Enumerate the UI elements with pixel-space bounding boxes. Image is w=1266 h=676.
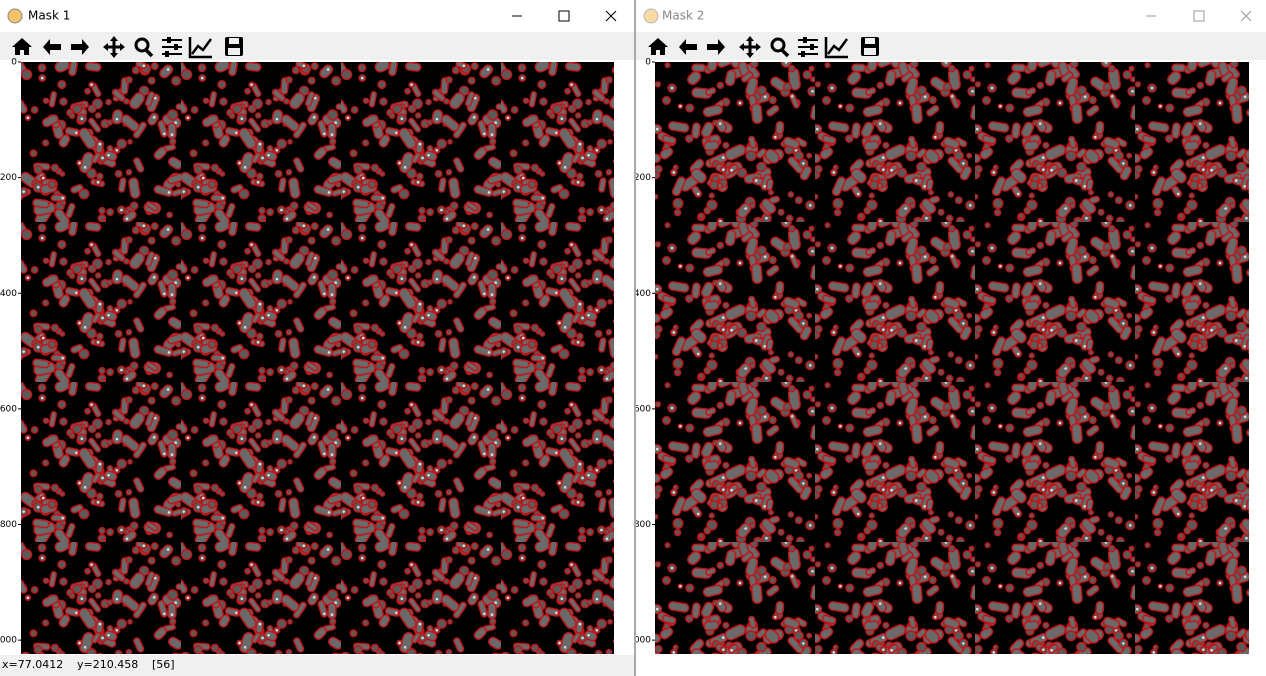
toolbar-button[interactable] xyxy=(43,39,61,55)
status-y: y=210.458 xyxy=(77,658,138,671)
close-button[interactable] xyxy=(605,10,617,22)
y-tick-label: 600 xyxy=(0,404,17,414)
toolbar-button[interactable] xyxy=(71,39,89,55)
window-title: Mask 1 xyxy=(28,9,70,23)
status-x: x=77.0412 xyxy=(2,658,63,671)
y-tick-label: 1000 xyxy=(0,636,17,646)
toolbar-button[interactable] xyxy=(648,38,668,55)
toolbar-button[interactable] xyxy=(12,38,32,55)
status-value: [56] xyxy=(152,658,175,671)
y-tick-label: 800 xyxy=(636,520,651,530)
toolbar-button[interactable] xyxy=(103,36,125,58)
y-tick-label: 800 xyxy=(0,520,17,530)
window: Mask 1 x=77.0412 y=210.458 [56] 0 200 400 6… xyxy=(0,0,634,676)
y-tick-label: 400 xyxy=(0,289,17,299)
window: Mask 2 0 200 400 600 800 1000 xyxy=(636,0,1266,676)
y-tick-label: 200 xyxy=(0,173,17,183)
y-tick-label: 0 xyxy=(645,58,651,68)
image-contours xyxy=(21,62,614,654)
app-icon xyxy=(7,8,23,24)
toolbar-button[interactable] xyxy=(144,48,154,58)
window-title: Mask 2 xyxy=(662,9,704,23)
toolbar-button[interactable] xyxy=(824,37,849,59)
status-bar xyxy=(0,655,634,676)
toolbar-button[interactable] xyxy=(739,36,761,58)
toolbar xyxy=(0,32,634,60)
y-tick-label: 600 xyxy=(636,404,651,414)
toolbar-button[interactable] xyxy=(707,39,725,55)
close-button[interactable] xyxy=(1240,10,1252,22)
y-tick-label: 200 xyxy=(636,173,651,183)
toolbar-button[interactable] xyxy=(188,37,213,59)
image-contours xyxy=(655,62,1249,654)
maximize-button[interactable] xyxy=(1193,10,1205,22)
app-icon xyxy=(643,8,659,24)
maximize-button[interactable] xyxy=(558,10,570,22)
y-tick-label: 0 xyxy=(11,58,17,68)
y-tick-label: 400 xyxy=(636,289,651,299)
toolbar xyxy=(636,32,1266,60)
toolbar-button[interactable] xyxy=(780,48,790,58)
title-bar xyxy=(0,0,634,32)
toolbar-button[interactable] xyxy=(679,39,697,55)
y-tick-label: 1000 xyxy=(636,636,651,646)
